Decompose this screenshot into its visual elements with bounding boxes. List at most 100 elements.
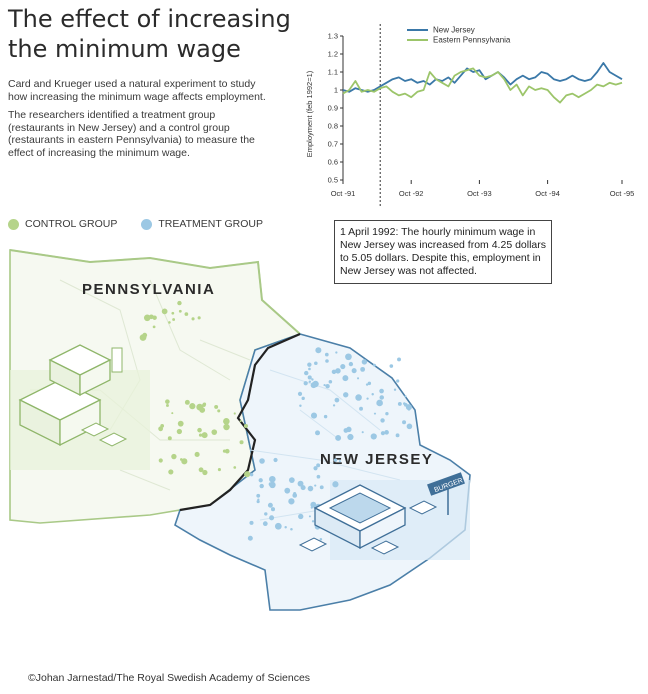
restaurant-dot [158,426,164,432]
legend-control-label: CONTROL GROUP [25,218,118,230]
restaurant-dot [161,308,168,315]
restaurant-dot [351,368,357,374]
restaurant-dot [407,407,411,411]
restaurant-dot [167,436,172,441]
x-tick-label: Oct -95 [610,189,635,198]
restaurant-dot [340,363,346,370]
restaurant-dot [177,420,184,427]
restaurant-dot [311,520,315,523]
restaurant-dot [355,394,362,401]
restaurant-dot [335,368,341,374]
restaurant-dot [323,384,326,387]
restaurant-dot [269,515,275,521]
restaurant-dot [249,472,254,477]
restaurant-dot [307,485,314,492]
title-line-2: the minimum wage [8,35,241,63]
legend-label: New Jersey [433,26,475,35]
restaurant-dot [307,375,312,380]
restaurant-dot [324,352,329,357]
restaurant-dot [171,412,174,415]
restaurant-dot [270,507,276,512]
treatment-dot-icon [141,218,153,230]
restaurant-dot [342,375,349,382]
restaurant-dot [361,359,368,365]
restaurant-dot [371,392,374,396]
pa-border-line [9,249,301,335]
restaurant-dot [372,363,376,367]
restaurant-dot [384,430,389,435]
restaurant-dot [316,474,321,479]
restaurant-dot [168,321,171,324]
restaurant-dot [300,485,306,491]
x-tick-label: Oct -94 [535,189,560,198]
restaurant-dot [165,399,170,404]
restaurant-dot [181,458,188,465]
restaurant-dot [315,347,322,354]
map-illustration: PENNSYLVANIA NEW JERSEY BURGER [9,249,471,611]
restaurant-dot [249,520,254,525]
restaurant-dot [334,397,340,403]
restaurant-dot [297,391,303,396]
pa-restaurant-icon [18,344,128,447]
restaurant-dot [389,364,394,368]
restaurant-dot [307,362,312,367]
restaurant-dot [233,466,237,469]
restaurant-dot [314,484,317,487]
restaurant-dot [319,485,324,490]
restaurant-dot [171,311,175,315]
restaurant-dot [247,535,253,541]
restaurant-dot [315,430,321,436]
restaurant-dot [333,458,338,462]
restaurant-dot [243,423,249,429]
title-line-1: The effect of increasing [8,5,291,33]
restaurant-dot [172,318,176,321]
intro-text: Card and Krueger used a natural experime… [8,78,273,165]
restaurant-dot [223,418,230,425]
restaurant-dot [376,399,383,407]
x-tick-label: Oct -92 [399,189,424,198]
restaurant-dot [222,449,227,453]
intro-paragraph-1: Card and Krueger used a natural experime… [8,78,266,103]
restaurant-dot [214,404,219,409]
y-tick-label: 1 [334,86,338,95]
restaurant-dot [365,383,369,386]
restaurant-dot [338,460,341,463]
restaurant-dot [273,457,278,463]
restaurant-dot [393,388,397,391]
restaurant-dot [310,506,313,509]
restaurant-dot [332,481,339,488]
restaurant-dot [199,407,206,413]
x-tick-label: Oct -93 [467,189,492,198]
restaurant-dot [184,312,189,316]
restaurant-dot [197,427,202,433]
legend-label: Eastern Pennsylvania [433,36,511,45]
page-title: The effect of increasing the minimum wag… [8,4,308,64]
y-tick-label: 1.1 [328,68,338,77]
restaurant-dot [314,361,318,366]
y-tick-label: 0.7 [328,140,338,149]
restaurant-dot [299,404,302,408]
restaurant-dot [308,380,312,383]
restaurant-dot [308,515,311,518]
restaurant-dot [288,498,295,505]
restaurant-dot [359,406,363,411]
restaurant-dot [166,404,169,407]
restaurant-dot [325,383,330,389]
series-line-eastern-pennsylvania [342,67,623,104]
group-legend: CONTROL GROUP TREATMENT GROUP [8,218,263,230]
restaurant-dot [312,380,319,388]
restaurant-dot [257,498,260,501]
restaurant-dot [367,381,372,386]
restaurant-dot [379,388,384,394]
restaurant-dot [176,428,183,435]
restaurant-dot [366,397,369,400]
y-tick-label: 0.9 [328,104,338,113]
restaurant-dot [335,435,342,441]
restaurant-dot [298,513,304,520]
restaurant-dot [385,412,389,416]
restaurant-dot [262,521,268,527]
restaurant-dot [348,361,354,367]
restaurant-dot [189,403,196,410]
restaurant-dot [217,468,221,472]
